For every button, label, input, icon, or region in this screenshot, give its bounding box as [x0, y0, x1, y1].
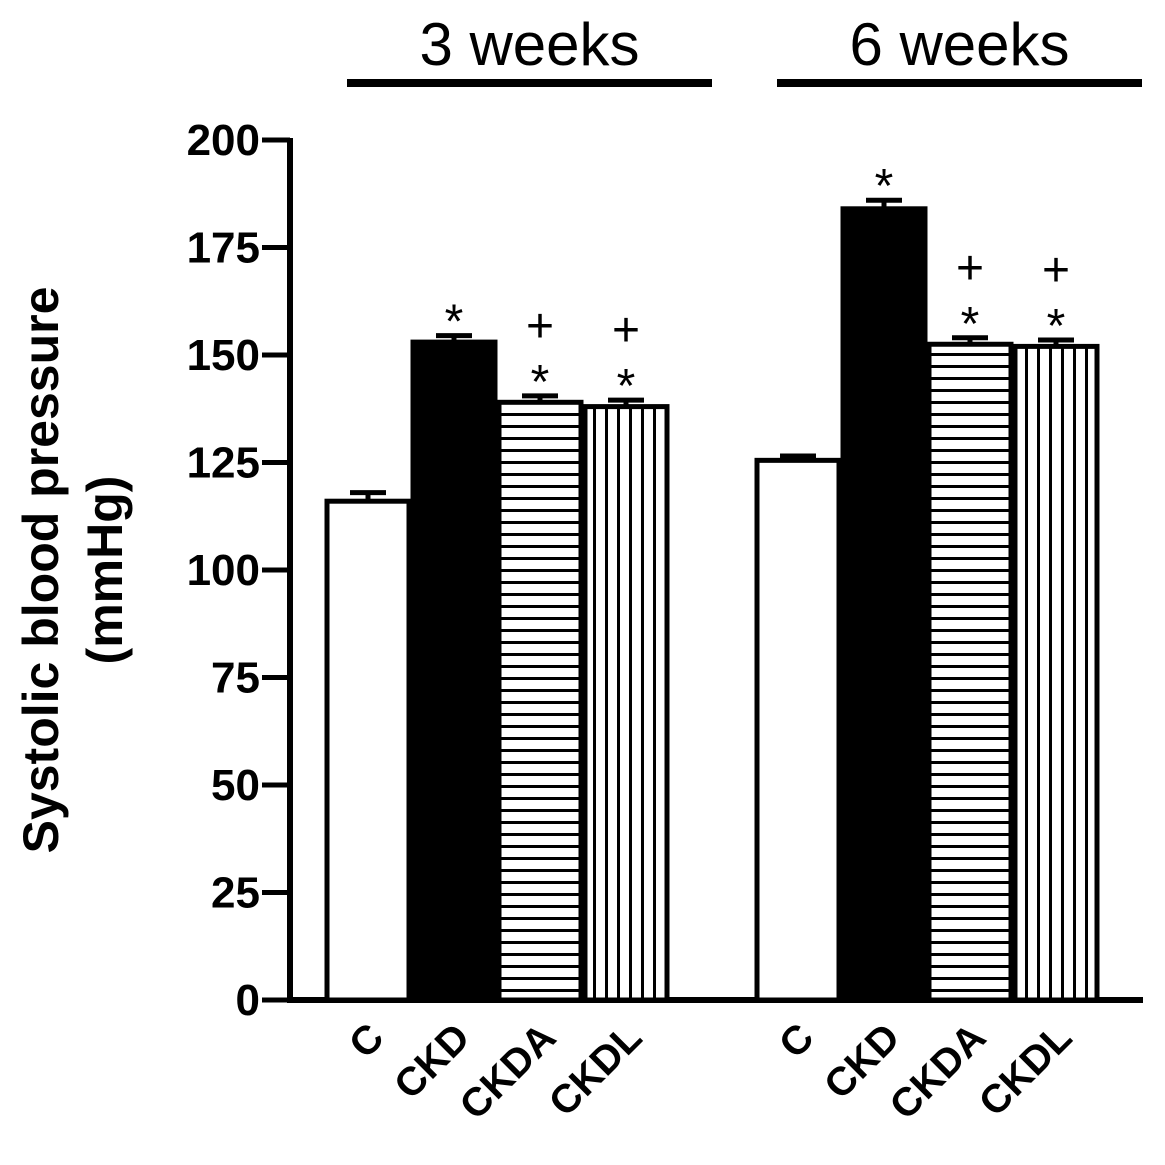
category-label: CKDA: [452, 1015, 565, 1128]
bar-6-weeks-CKDA: [926, 341, 1014, 1003]
y-tick-label: 25: [211, 869, 260, 918]
bar-6-weeks-CKD: [840, 206, 928, 1003]
y-tick-label: 50: [211, 761, 260, 810]
significance-asterisk: *: [1047, 300, 1066, 353]
group-label: 6 weeks: [849, 11, 1069, 78]
bar-3-weeks-CKD: [410, 339, 498, 1003]
bar-3-weeks-CKDA: [496, 399, 584, 1003]
bar-3-weeks-C: [324, 498, 412, 1003]
y-tick-label: 150: [187, 331, 260, 380]
group-label: 3 weeks: [419, 11, 639, 78]
significance-plus: +: [956, 242, 984, 295]
y-axis-label-line1: Systolic blood pressure: [13, 287, 69, 854]
significance-asterisk: *: [961, 298, 980, 351]
significance-asterisk: *: [875, 160, 894, 213]
bar-6-weeks-C: [754, 457, 842, 1003]
significance-asterisk: *: [445, 296, 464, 349]
significance-plus: +: [526, 300, 554, 353]
bar-6-weeks-CKDL: [1012, 343, 1100, 1003]
bar-3-weeks-CKDL: [582, 404, 670, 1003]
category-label: C: [771, 1015, 823, 1067]
y-tick-label: 125: [187, 439, 260, 488]
y-tick-label: 75: [211, 654, 260, 703]
category-label: CKDA: [882, 1015, 995, 1128]
significance-plus: +: [1042, 244, 1070, 297]
y-tick-label: 0: [236, 976, 260, 1025]
category-label: C: [341, 1015, 393, 1067]
y-axis-label-line2: (mmHg): [77, 476, 133, 665]
significance-asterisk: *: [531, 356, 550, 409]
y-tick-label: 100: [187, 546, 260, 595]
significance-asterisk: *: [617, 360, 636, 413]
category-label: CKDL: [541, 1015, 651, 1125]
y-tick-label: 175: [187, 224, 260, 273]
y-tick-label: 200: [187, 116, 260, 165]
significance-plus: +: [612, 304, 640, 357]
category-label: CKDL: [971, 1015, 1081, 1125]
